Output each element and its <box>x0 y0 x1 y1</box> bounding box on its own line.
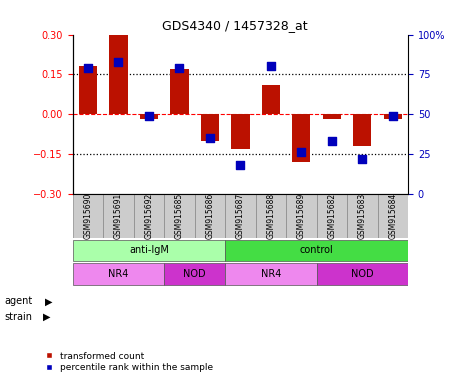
Point <box>389 113 396 119</box>
Bar <box>256 194 286 238</box>
Point <box>145 113 153 119</box>
Bar <box>140 114 158 119</box>
Text: ▶: ▶ <box>43 312 51 322</box>
Text: GSM915686: GSM915686 <box>205 193 214 239</box>
Bar <box>317 194 347 238</box>
Text: anti-IgM: anti-IgM <box>129 245 169 255</box>
Text: NR4: NR4 <box>108 269 129 279</box>
Bar <box>286 194 317 238</box>
Point <box>175 65 183 71</box>
Point <box>297 149 305 156</box>
Text: strain: strain <box>5 312 33 322</box>
Bar <box>317 263 408 285</box>
Bar <box>225 194 256 238</box>
Bar <box>225 263 317 285</box>
Text: GSM915683: GSM915683 <box>358 193 367 239</box>
Bar <box>109 35 128 114</box>
Bar <box>347 194 378 238</box>
Text: GSM915688: GSM915688 <box>266 193 275 239</box>
Text: NOD: NOD <box>351 269 374 279</box>
Point <box>114 58 122 65</box>
Bar <box>262 85 280 114</box>
Text: GSM915684: GSM915684 <box>388 193 397 239</box>
Bar <box>201 114 219 141</box>
Text: NOD: NOD <box>183 269 206 279</box>
Bar <box>378 194 408 238</box>
Bar <box>73 194 103 238</box>
Text: GSM915682: GSM915682 <box>327 193 336 239</box>
Bar <box>353 114 371 146</box>
Text: GSM915687: GSM915687 <box>236 193 245 239</box>
Bar <box>292 114 310 162</box>
Text: GDS4340 / 1457328_at: GDS4340 / 1457328_at <box>162 19 307 32</box>
Text: control: control <box>300 245 333 255</box>
Bar <box>384 114 402 119</box>
Bar <box>170 69 189 114</box>
Text: GSM915689: GSM915689 <box>297 193 306 239</box>
Bar <box>164 263 225 285</box>
Point <box>206 135 213 141</box>
Text: ▶: ▶ <box>45 296 52 306</box>
Bar <box>134 194 164 238</box>
Text: GSM915692: GSM915692 <box>144 193 153 239</box>
Bar <box>231 114 250 149</box>
Bar <box>79 66 97 114</box>
Bar <box>323 114 341 119</box>
Bar <box>103 194 134 238</box>
Bar <box>195 194 225 238</box>
Text: agent: agent <box>5 296 33 306</box>
Point <box>267 63 274 70</box>
Text: GSM915691: GSM915691 <box>114 193 123 239</box>
Point <box>84 65 92 71</box>
Bar <box>73 263 164 285</box>
Legend: transformed count, percentile rank within the sample: transformed count, percentile rank withi… <box>42 348 217 376</box>
Point <box>236 162 244 168</box>
Bar <box>164 194 195 238</box>
Bar <box>225 240 408 261</box>
Text: NR4: NR4 <box>261 269 281 279</box>
Point <box>328 138 335 144</box>
Point <box>358 156 366 162</box>
Bar <box>73 240 225 261</box>
Text: GSM915685: GSM915685 <box>175 193 184 239</box>
Text: GSM915690: GSM915690 <box>83 193 92 239</box>
